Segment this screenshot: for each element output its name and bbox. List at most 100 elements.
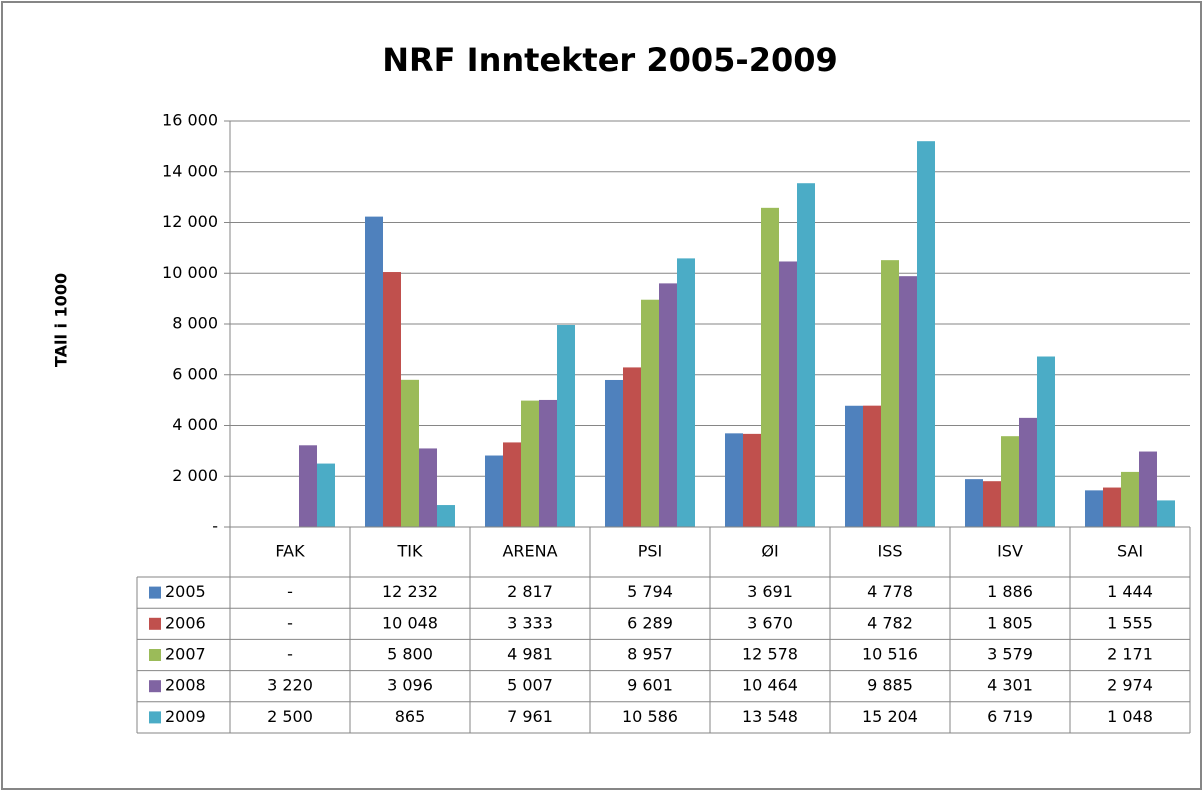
bar — [365, 216, 383, 527]
y-tick-label: 16 000 — [162, 111, 218, 130]
chart-title: NRF Inntekter 2005-2009 — [382, 41, 838, 79]
bar — [401, 379, 419, 527]
legend-swatch — [149, 711, 161, 724]
bar — [1139, 451, 1157, 527]
legend-swatch — [149, 680, 161, 693]
table-cell: 13 548 — [742, 707, 798, 726]
bar — [1103, 487, 1121, 527]
table-cell: 12 232 — [382, 582, 438, 601]
bar — [659, 283, 677, 527]
table-cell: - — [287, 613, 293, 632]
table-cell: 865 — [395, 707, 426, 726]
legend-label: 2009 — [165, 707, 206, 726]
table-cell: 10 464 — [742, 676, 798, 695]
y-tick-label: 12 000 — [162, 212, 218, 231]
bar — [1157, 500, 1175, 527]
y-tick-label: 2 000 — [172, 466, 218, 485]
x-tick-label: FAK — [275, 542, 305, 561]
bar — [1121, 471, 1139, 527]
bar — [863, 405, 881, 527]
x-tick-label: ISV — [997, 542, 1023, 561]
bar — [503, 442, 521, 527]
legend-label: 2006 — [165, 613, 206, 632]
table-cell: 7 961 — [507, 707, 553, 726]
x-tick-label: PSI — [638, 542, 663, 561]
y-tick-label: - — [212, 517, 218, 536]
legend-swatch — [149, 586, 161, 599]
table-cell: 1 886 — [987, 582, 1033, 601]
bar — [743, 433, 761, 527]
legend-swatch — [149, 649, 161, 661]
bar — [1085, 490, 1103, 527]
bar — [983, 481, 1001, 527]
bar — [1019, 417, 1037, 527]
table-cell: 1 048 — [1107, 707, 1153, 726]
table-cell: 4 778 — [867, 582, 913, 601]
table-cell: 6 289 — [627, 613, 673, 632]
table-cell: 4 782 — [867, 613, 913, 632]
table-cell: 10 516 — [862, 645, 918, 664]
table-cell: 4 981 — [507, 645, 553, 664]
bar — [797, 183, 815, 528]
bar — [881, 260, 899, 527]
bar — [299, 445, 317, 527]
bar — [419, 448, 437, 527]
table-cell: 5 007 — [507, 676, 553, 695]
legend-label: 2007 — [165, 645, 206, 664]
bar — [521, 400, 539, 527]
bar — [557, 324, 575, 527]
bar — [437, 505, 455, 527]
table-cell: 5 800 — [387, 645, 433, 664]
bar — [539, 399, 557, 527]
legend-swatch — [149, 617, 161, 630]
table-cell: 2 974 — [1107, 676, 1153, 695]
legend-label: 2005 — [165, 582, 206, 601]
bar — [1001, 436, 1019, 527]
table-cell: 3 096 — [387, 676, 433, 695]
y-tick-label: 14 000 — [162, 161, 218, 180]
bar — [965, 479, 983, 527]
y-tick-label: 6 000 — [172, 364, 218, 383]
x-tick-label: SAI — [1117, 542, 1143, 561]
bar — [641, 299, 659, 527]
table-cell: 3 691 — [747, 582, 793, 601]
table-cell: 1 444 — [1107, 582, 1153, 601]
table-cell: 5 794 — [627, 582, 673, 601]
x-tick-label: ØI — [761, 542, 778, 561]
bar — [917, 141, 935, 528]
y-axis-title: TAll i 1000 — [52, 273, 71, 367]
table-cell: 2 171 — [1107, 645, 1153, 664]
table-cell: 2 500 — [267, 707, 313, 726]
table-cell: 3 579 — [987, 645, 1033, 664]
bar — [725, 433, 743, 527]
y-tick-label: 4 000 — [172, 415, 218, 434]
bar — [485, 455, 503, 527]
bar — [845, 405, 863, 527]
bar — [383, 272, 401, 527]
bar — [761, 207, 779, 527]
legend-label: 2008 — [165, 676, 206, 695]
bar — [677, 258, 695, 527]
table-cell: 1 805 — [987, 613, 1033, 632]
table-cell: 10 586 — [622, 707, 678, 726]
bar — [779, 261, 797, 527]
y-tick-label: 10 000 — [162, 263, 218, 282]
table-cell: 9 885 — [867, 676, 913, 695]
table-cell: 12 578 — [742, 645, 798, 664]
table-cell: 8 957 — [627, 645, 673, 664]
table-cell: 9 601 — [627, 676, 673, 695]
y-tick-label: 8 000 — [172, 314, 218, 333]
bar — [1037, 356, 1055, 527]
table-cell: 1 555 — [1107, 613, 1153, 632]
table-cell: 3 333 — [507, 613, 553, 632]
table-cell: 2 817 — [507, 582, 553, 601]
x-tick-label: TIK — [397, 542, 423, 561]
table-cell: 15 204 — [862, 707, 918, 726]
x-tick-label: ISS — [877, 542, 902, 561]
table-cell: 4 301 — [987, 676, 1033, 695]
bar — [623, 367, 641, 527]
bar — [605, 379, 623, 527]
x-tick-label: ARENA — [502, 542, 557, 561]
